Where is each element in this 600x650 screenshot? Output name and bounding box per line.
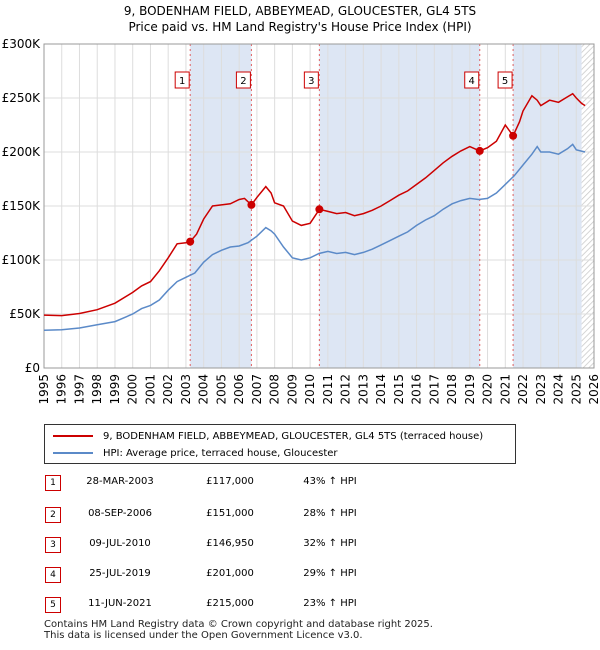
sale-label-box bbox=[303, 71, 319, 89]
x-tick-label: 2003 bbox=[179, 374, 193, 405]
sale-date: 08-SEP-2006 bbox=[88, 508, 152, 519]
chart-title: 9, BODENHAM FIELD, ABBEYMEAD, GLOUCESTER… bbox=[123, 4, 477, 18]
sale-hpi-diff: 43% ↑ HPI bbox=[303, 476, 357, 487]
x-tick-label: 2019 bbox=[463, 374, 477, 405]
sale-label-text: 4 bbox=[469, 76, 475, 87]
x-tick-label: 1996 bbox=[55, 374, 69, 405]
x-tick-label: 1997 bbox=[72, 374, 86, 405]
sale-label-text: 5 bbox=[502, 76, 508, 87]
x-tick-label: 2014 bbox=[374, 374, 388, 405]
sale-price: £201,000 bbox=[206, 568, 254, 579]
sale-label-box bbox=[464, 71, 480, 89]
sale-label-box bbox=[497, 71, 513, 89]
sale-point bbox=[315, 205, 324, 214]
x-tick-label: 2011 bbox=[321, 374, 335, 405]
x-tick-label: 2023 bbox=[534, 374, 548, 405]
sale-hpi-diff: 32% ↑ HPI bbox=[303, 538, 357, 549]
x-tick-label: 2022 bbox=[516, 374, 530, 405]
y-tick-label: £100K bbox=[2, 253, 42, 267]
sale-number-badge: 5 bbox=[45, 597, 61, 613]
x-tick-label: 2025 bbox=[569, 374, 583, 405]
x-tick-label: 1998 bbox=[90, 374, 104, 405]
footer-copyright: Contains HM Land Registry data © Crown c… bbox=[44, 619, 433, 630]
sale-price: £151,000 bbox=[206, 508, 254, 519]
x-tick-label: 2007 bbox=[250, 374, 264, 405]
chart-subtitle: Price paid vs. HM Land Registry's House … bbox=[128, 20, 472, 34]
x-tick-label: 2001 bbox=[143, 374, 157, 405]
sale-date: 25-JUL-2019 bbox=[89, 568, 151, 579]
chart-legend: 9, BODENHAM FIELD, ABBEYMEAD, GLOUCESTER… bbox=[44, 424, 516, 464]
x-tick-label: 2013 bbox=[356, 374, 370, 405]
y-tick-label: £50K bbox=[9, 307, 41, 321]
x-tick-label: 2024 bbox=[552, 374, 566, 405]
legend-swatch-property bbox=[53, 435, 93, 437]
x-tick-label: 2008 bbox=[268, 374, 282, 405]
legend-item-property: 9, BODENHAM FIELD, ABBEYMEAD, GLOUCESTER… bbox=[53, 429, 483, 443]
sale-date: 09-JUL-2010 bbox=[89, 538, 151, 549]
table-row: 5 11-JUN-2021 £215,000 23% ↑ HPI bbox=[0, 596, 600, 616]
x-tick-label: 2006 bbox=[232, 374, 246, 405]
sale-hpi-diff: 28% ↑ HPI bbox=[303, 508, 357, 519]
legend-label-property: 9, BODENHAM FIELD, ABBEYMEAD, GLOUCESTER… bbox=[103, 430, 484, 442]
sale-number-badge: 2 bbox=[45, 507, 61, 523]
hpi-line bbox=[43, 143, 586, 331]
x-tick-label: 2020 bbox=[481, 374, 495, 405]
x-tick-label: 2010 bbox=[303, 374, 317, 405]
table-row: 4 25-JUL-2019 £201,000 29% ↑ HPI bbox=[0, 566, 600, 586]
sale-point bbox=[186, 237, 195, 246]
x-tick-label: 1995 bbox=[37, 374, 51, 405]
x-tick-label: 2026 bbox=[587, 374, 600, 405]
sale-label-text: 3 bbox=[308, 76, 314, 87]
y-tick-label: £250K bbox=[2, 91, 42, 105]
x-tick-label: 2009 bbox=[285, 374, 299, 405]
property-price-line bbox=[43, 92, 586, 317]
x-tick-label: 1999 bbox=[108, 374, 122, 405]
sale-price: £146,950 bbox=[206, 538, 254, 549]
x-tick-label: 2021 bbox=[498, 374, 512, 405]
sale-date: 28-MAR-2003 bbox=[86, 476, 154, 487]
sale-date: 11-JUN-2021 bbox=[88, 598, 152, 609]
x-tick-label: 2015 bbox=[392, 374, 406, 405]
footer: Contains HM Land Registry data © Crown c… bbox=[44, 619, 433, 641]
plot-frame bbox=[43, 43, 595, 369]
sale-label-text: 2 bbox=[240, 76, 246, 87]
y-tick-label: £300K bbox=[2, 37, 42, 51]
sale-label-box bbox=[235, 71, 251, 89]
sale-hpi-diff: 23% ↑ HPI bbox=[303, 598, 357, 609]
table-row: 2 08-SEP-2006 £151,000 28% ↑ HPI bbox=[0, 506, 600, 526]
y-tick-label: £200K bbox=[2, 145, 42, 159]
sale-point bbox=[475, 146, 484, 155]
x-tick-label: 2012 bbox=[339, 374, 353, 405]
legend-item-hpi: HPI: Average price, terraced house, Glou… bbox=[53, 446, 338, 460]
sale-price: £215,000 bbox=[206, 598, 254, 609]
x-tick-label: 2004 bbox=[197, 374, 211, 405]
x-tick-label: 2016 bbox=[410, 374, 424, 405]
footer-licence: This data is licensed under the Open Gov… bbox=[44, 630, 363, 641]
x-tick-label: 2017 bbox=[427, 374, 441, 405]
sale-hpi-diff: 29% ↑ HPI bbox=[303, 568, 357, 579]
y-tick-label: £0 bbox=[25, 361, 40, 375]
sale-number-badge: 1 bbox=[45, 475, 61, 491]
y-tick-label: £150K bbox=[2, 199, 42, 213]
sale-point bbox=[247, 200, 256, 209]
x-tick-label: 2005 bbox=[214, 374, 228, 405]
table-row: 1 28-MAR-2003 £117,000 43% ↑ HPI bbox=[0, 474, 600, 494]
legend-label-hpi: HPI: Average price, terraced house, Glou… bbox=[103, 447, 338, 459]
table-row: 3 09-JUL-2010 £146,950 32% ↑ HPI bbox=[0, 536, 600, 556]
sale-price: £117,000 bbox=[206, 476, 254, 487]
x-tick-label: 2000 bbox=[126, 374, 140, 405]
legend-swatch-hpi bbox=[53, 452, 93, 454]
sale-number-badge: 3 bbox=[45, 537, 61, 553]
x-tick-label: 2002 bbox=[161, 374, 175, 405]
sale-point bbox=[509, 131, 518, 140]
sale-label-text: 1 bbox=[179, 76, 185, 87]
sale-label-box bbox=[174, 71, 190, 89]
sale-number-badge: 4 bbox=[45, 567, 61, 583]
x-tick-label: 2018 bbox=[445, 374, 459, 405]
